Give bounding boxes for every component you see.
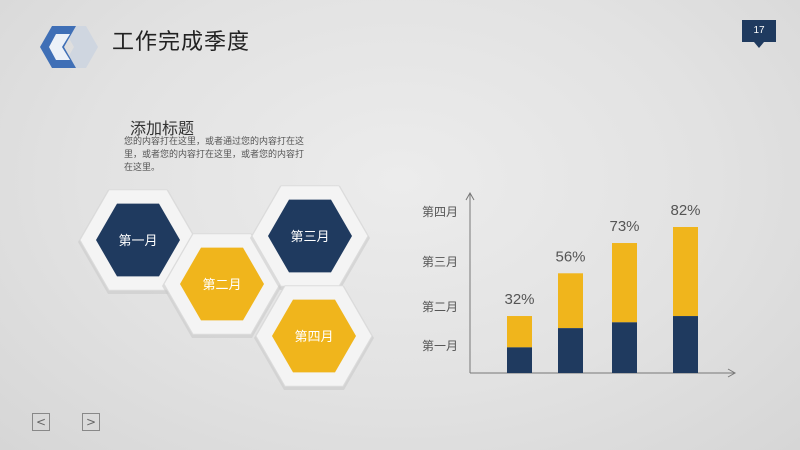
bar-2: 56% xyxy=(555,248,586,373)
content-description: 您的内容打在这里，或者通过您的内容打在这里，或者您的内容打在这里，或者您的内容打… xyxy=(124,137,305,173)
bar-3: 73% xyxy=(609,218,640,373)
bar-top-segment xyxy=(673,227,698,317)
hexagon-label: 第一月 xyxy=(118,234,157,249)
bar-bottom-segment xyxy=(558,328,583,373)
bar-4: 82% xyxy=(670,202,701,373)
bar-top-segment xyxy=(558,273,583,329)
hexagon-label: 第三月 xyxy=(290,230,329,245)
logo-icon xyxy=(40,26,98,68)
hexagon-label: 第二月 xyxy=(202,278,241,293)
bar-1: 32% xyxy=(504,291,535,373)
bar-bottom-segment xyxy=(612,322,637,373)
page-number-badge: 17 xyxy=(742,20,776,48)
bar-top-segment xyxy=(507,316,532,348)
content-subtitle: 添加标题 xyxy=(130,119,195,138)
data-label: 73% xyxy=(609,218,639,235)
bar-bottom-segment xyxy=(673,316,698,373)
hexagon-3: 第三月 xyxy=(250,185,370,290)
hexagon-label: 第四月 xyxy=(294,330,333,345)
page-title: 工作完成季度 xyxy=(112,30,251,55)
y-tick-label: 第三月 xyxy=(422,255,458,269)
hexagon-1: 第一月 xyxy=(78,189,198,294)
next-button[interactable]: > xyxy=(82,413,100,431)
data-label: 82% xyxy=(670,202,700,219)
bar-top-segment xyxy=(612,243,637,323)
y-tick-label: 第四月 xyxy=(422,205,458,219)
hexagon-2: 第二月 xyxy=(162,233,282,338)
data-label: 56% xyxy=(555,248,585,265)
hexagon-4: 第四月 xyxy=(254,285,374,390)
y-tick-label: 第二月 xyxy=(422,300,458,314)
prev-button[interactable]: < xyxy=(32,413,50,431)
y-tick-label: 第一月 xyxy=(422,339,458,353)
bar-bottom-segment xyxy=(507,347,532,373)
data-label: 32% xyxy=(504,291,534,308)
